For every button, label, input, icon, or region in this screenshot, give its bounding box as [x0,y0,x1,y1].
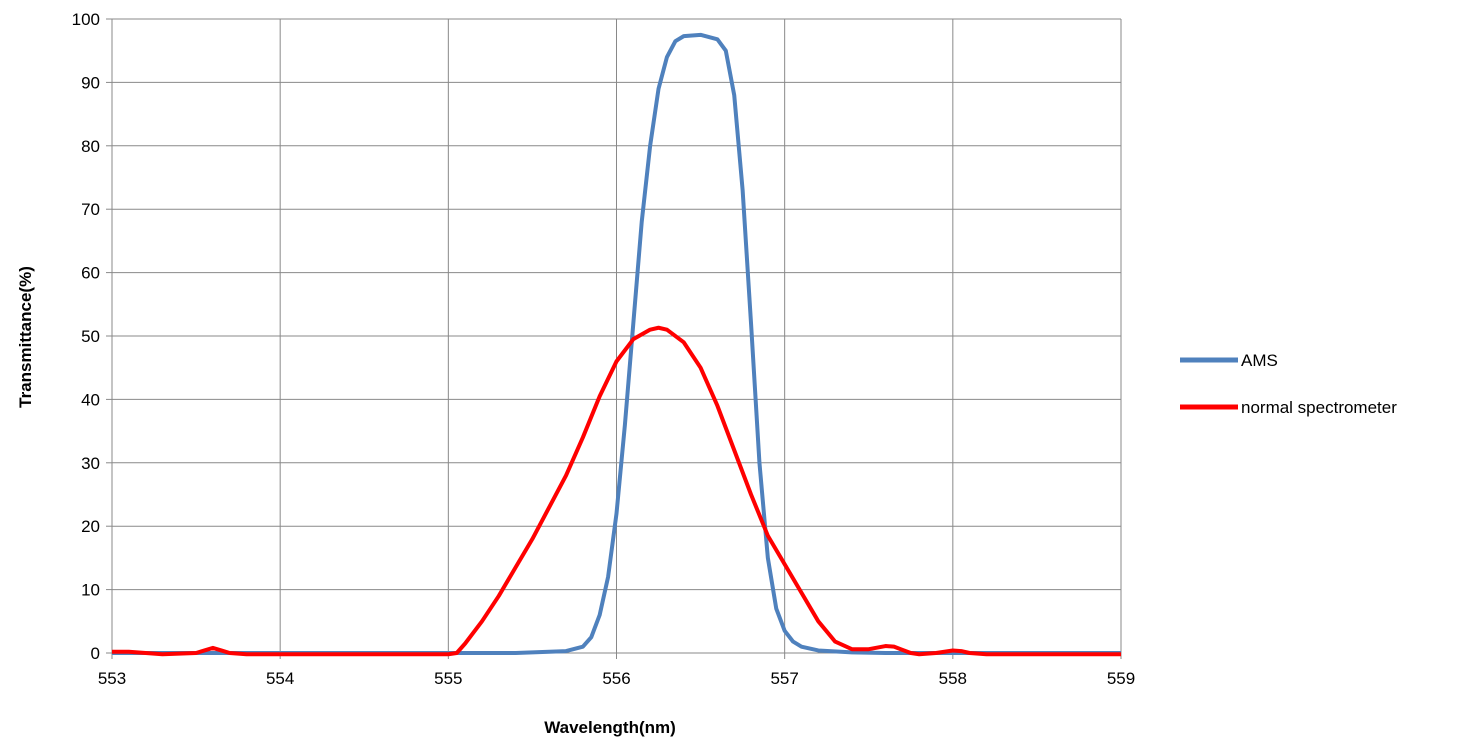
y-tick-label-7: 70 [81,200,100,219]
y-tick-label-8: 80 [81,137,100,156]
legend-label-0: AMS [1241,351,1278,370]
legend-label-1: normal spectrometer [1241,398,1397,417]
y-tick-label-10: 100 [72,10,100,29]
x-tick-label-2: 555 [434,669,462,688]
y-tick-label-0: 0 [91,644,100,663]
x-tick-label-1: 554 [266,669,294,688]
y-tick-label-6: 60 [81,264,100,283]
series-line-0 [112,32,1121,655]
y-tick-label-2: 20 [81,517,100,536]
x-tick-label-6: 559 [1107,669,1135,688]
x-tick-label-5: 558 [939,669,967,688]
series-line-1 [112,325,1121,657]
y-tick-label-5: 50 [81,327,100,346]
y-tick-label-3: 30 [81,454,100,473]
x-tick-label-4: 557 [770,669,798,688]
y-tick-label-4: 40 [81,390,100,409]
legend: AMS normal spectrometer [1180,351,1397,417]
grid [106,18,1122,659]
x-tick-label-3: 556 [602,669,630,688]
x-tick-labels: 553 554 555 556 557 558 559 [98,669,1135,688]
x-axis-title: Wavelength(nm) [544,718,676,737]
series-layer [112,32,1121,657]
y-tick-labels: 0 10 20 30 40 50 60 70 80 90 100 [72,10,100,663]
x-tick-label-0: 553 [98,669,126,688]
y-axis-title: Transmittance(%) [16,266,35,408]
y-tick-label-9: 90 [81,73,100,92]
y-tick-label-1: 10 [81,581,100,600]
